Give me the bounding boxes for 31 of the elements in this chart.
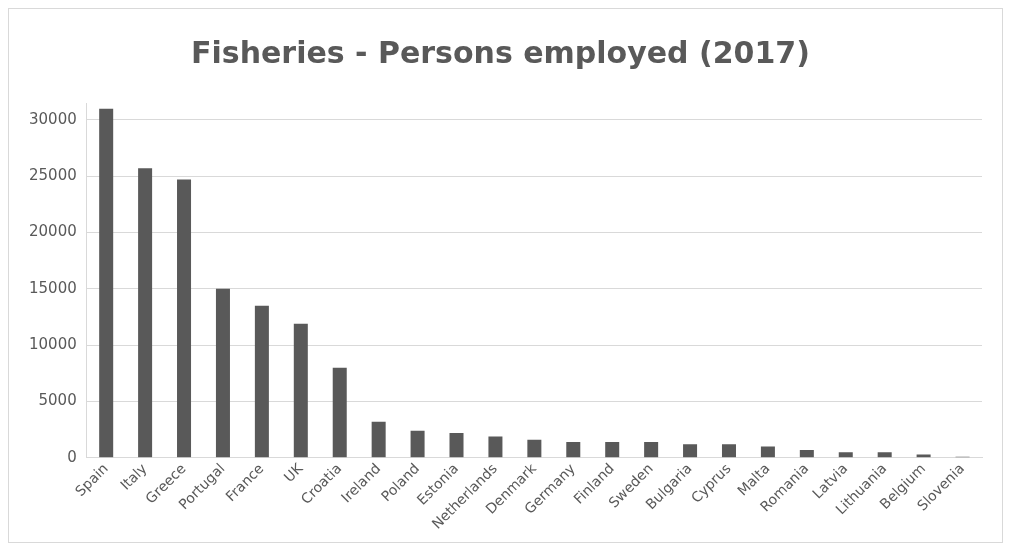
y-tick-label: 30000 — [29, 109, 77, 128]
bar — [254, 305, 269, 458]
y-tick-label: 15000 — [29, 278, 77, 297]
bar — [877, 452, 892, 458]
y-tick-label: 0 — [67, 447, 77, 466]
bar — [177, 179, 192, 458]
chart-title: Fisheries - Persons employed (2017) — [191, 34, 810, 70]
x-tick-label: UK — [280, 459, 307, 486]
bar — [605, 442, 620, 458]
bar — [371, 421, 386, 458]
y-tick-label: 20000 — [29, 222, 77, 241]
bar — [644, 442, 659, 458]
bar — [916, 454, 931, 458]
bar — [138, 168, 153, 458]
bar — [99, 108, 114, 458]
y-tick-label: 10000 — [29, 335, 77, 354]
bar — [527, 439, 542, 458]
bar — [293, 323, 308, 458]
bar — [488, 436, 503, 458]
y-tick-label: 5000 — [38, 391, 77, 410]
bar — [799, 449, 814, 458]
bar — [332, 367, 347, 458]
bar — [683, 444, 698, 458]
bar — [215, 288, 230, 458]
bar — [760, 446, 775, 458]
bar — [410, 430, 425, 458]
bar — [566, 442, 581, 458]
bar — [449, 433, 464, 458]
y-tick-label: 25000 — [29, 166, 77, 185]
bar — [721, 444, 736, 458]
bar — [838, 452, 853, 458]
